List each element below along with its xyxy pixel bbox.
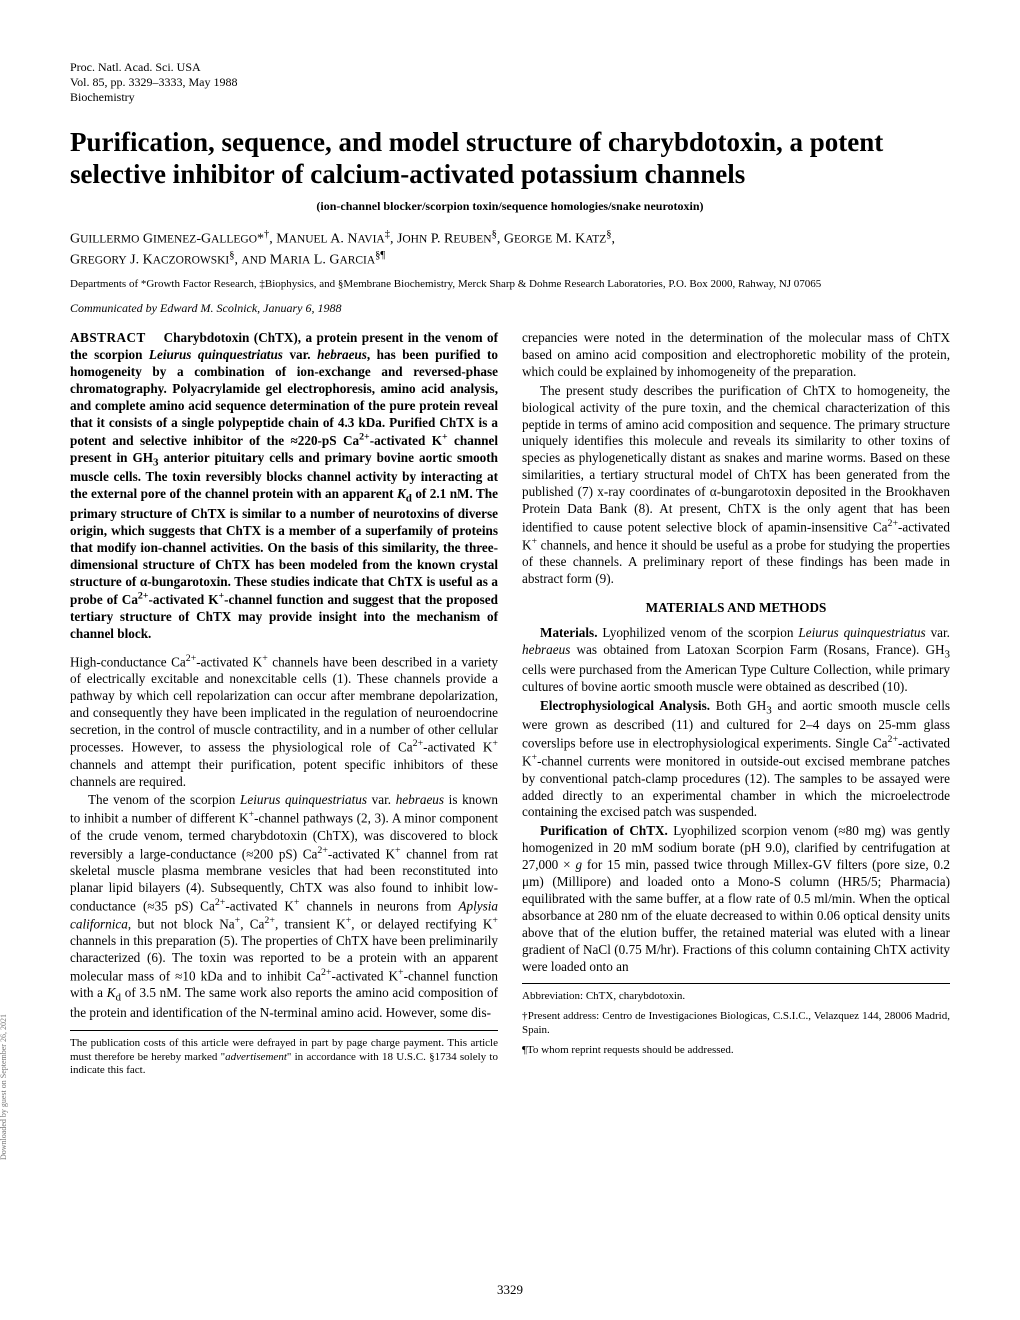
methods-materials: Materials. Lyophilized venom of the scor…: [522, 625, 950, 695]
intro-para-1: High-conductance Ca2+-activated K+ chann…: [70, 653, 498, 791]
electro-label: Electrophysiological Analysis.: [540, 698, 710, 713]
communicated-by: Communicated by Edward M. Scolnick, Janu…: [70, 301, 950, 316]
abstract-text: Charybdotoxin (ChTX), a protein present …: [70, 330, 498, 641]
right-para-2: The present study describes the purifica…: [522, 383, 950, 588]
reprint-request: ¶To whom reprint requests should be addr…: [522, 1044, 950, 1058]
purif-label: Purification of ChTX.: [540, 823, 668, 838]
abstract-label: ABSTRACT: [70, 330, 146, 345]
right-footnote-block: Abbreviation: ChTX, charybdotoxin. †Pres…: [522, 983, 950, 1057]
right-col-continuation: crepancies were noted in the determinati…: [522, 330, 950, 381]
methods-heading: MATERIALS AND METHODS: [522, 600, 950, 617]
footnote-rule-right: [522, 983, 950, 984]
intro-para-2: The venom of the scorpion Leiurus quinqu…: [70, 792, 498, 1021]
methods-electrophysiology: Electrophysiological Analysis. Both GH3 …: [522, 698, 950, 822]
left-footnote-block: The publication costs of this article we…: [70, 1030, 498, 1078]
authors: GUILLERMO GIMENEZ-GALLEGO*†, MANUEL A. N…: [70, 228, 950, 271]
article-title: Purification, sequence, and model struct…: [70, 127, 950, 191]
materials-label: Materials.: [540, 625, 598, 640]
body-columns: ABSTRACT Charybdotoxin (ChTX), a protein…: [70, 330, 950, 1078]
section-name: Biochemistry: [70, 90, 950, 105]
methods-purification: Purification of ChTX. Lyophilized scorpi…: [522, 823, 950, 975]
journal-header: Proc. Natl. Acad. Sci. USA Vol. 85, pp. …: [70, 60, 950, 105]
affiliations: Departments of *Growth Factor Research, …: [70, 277, 950, 291]
abbreviation: Abbreviation: ChTX, charybdotoxin.: [522, 990, 950, 1004]
volume-pages: Vol. 85, pp. 3329–3333, May 1988: [70, 75, 950, 90]
page-number: 3329: [0, 1282, 1020, 1298]
abstract: ABSTRACT Charybdotoxin (ChTX), a protein…: [70, 330, 498, 642]
download-watermark: Downloaded by guest on September 26, 202…: [0, 1014, 8, 1160]
keywords-line: (ion-channel blocker/scorpion toxin/sequ…: [70, 199, 950, 214]
journal-name: Proc. Natl. Acad. Sci. USA: [70, 60, 950, 75]
footnote-rule: [70, 1030, 498, 1031]
publication-costs: The publication costs of this article we…: [70, 1037, 498, 1078]
present-address: †Present address: Centro de Investigacio…: [522, 1010, 950, 1038]
